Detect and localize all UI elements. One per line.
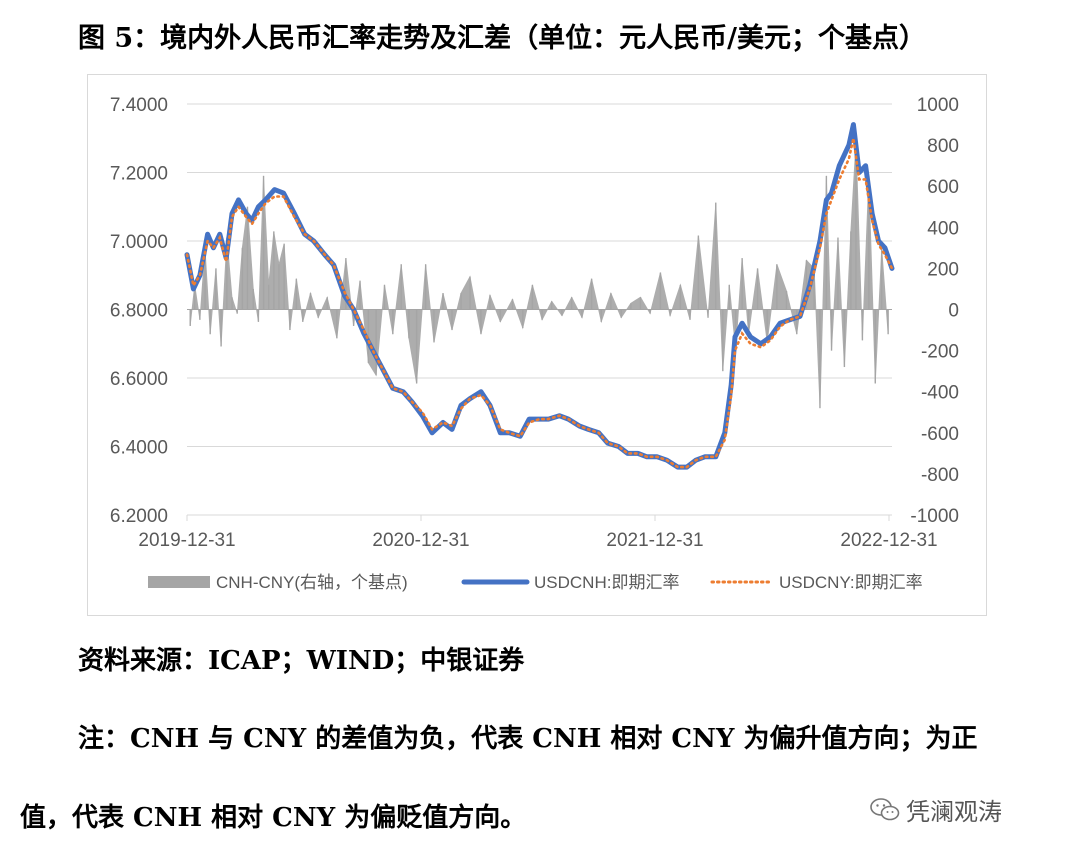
chart-frame	[87, 74, 987, 616]
legend-label-usdcnh: USDCNH:即期汇率	[534, 573, 679, 592]
left-tick-label: 6.8000	[110, 301, 168, 322]
axis-ticks: 6.2000 6.4000 6.6000 6.8000 7.0000 7.2000 7.40…	[110, 95, 959, 551]
figure-title: 图 5：境内外人民币汇率走势及汇差（单位：元人民币/美元；个基点）	[78, 23, 927, 54]
x-tick-label: 2021-12-31	[606, 530, 703, 551]
gridlines	[187, 103, 892, 516]
x-tick-label: 2019-12-31	[138, 530, 235, 551]
chart-legend: CNH-CNY(右轴，个基点) USDCNH:即期汇率 USDCNY:即期汇率	[148, 573, 923, 592]
right-tick-label: -600	[921, 424, 959, 445]
right-tick-label: 1000	[917, 95, 959, 116]
right-tick-label: 400	[927, 218, 959, 239]
right-tick-label: -1000	[910, 506, 959, 527]
spread-area	[189, 140, 889, 409]
note-line-1: 注：CNH 与 CNY 的差值为负，代表 CNH 相对 CNY 为偏升值方向；为…	[78, 724, 978, 754]
right-tick-label: -800	[921, 465, 959, 486]
left-tick-label: 7.4000	[110, 95, 168, 116]
series-line-usdcny	[185, 138, 894, 469]
note-line-2: 值，代表 CNH 相对 CNY 为偏贬值方向。	[20, 803, 527, 833]
source-note: 资料来源：ICAP；WIND；中银证券	[78, 646, 525, 676]
left-tick-label: 6.2000	[110, 506, 168, 527]
right-tick-label: 600	[927, 177, 959, 198]
wechat-icon	[870, 797, 900, 820]
chart-canvas: 6.2000 6.4000 6.6000 6.8000 7.0000 7.2000 7.40…	[110, 95, 959, 592]
watermark-text: 凭澜观涛	[906, 798, 1002, 826]
left-tick-label: 7.2000	[110, 164, 168, 185]
left-tick-label: 6.6000	[110, 369, 168, 390]
right-tick-label: 800	[927, 136, 959, 157]
x-tick-label: 2022-12-31	[840, 530, 937, 551]
left-tick-label: 6.4000	[110, 438, 168, 459]
legend-swatch-spread	[148, 576, 210, 588]
x-tick-label: 2020-12-31	[372, 530, 469, 551]
right-tick-label: -200	[921, 342, 959, 363]
watermark: 凭澜观涛	[870, 792, 1002, 827]
spread-series	[187, 140, 892, 409]
right-tick-label: -400	[921, 383, 959, 404]
right-tick-label: 200	[927, 259, 959, 280]
legend-label-spread: CNH-CNY(右轴，个基点)	[216, 573, 408, 592]
right-tick-label: 0	[948, 301, 959, 322]
legend-label-usdcny: USDCNY:即期汇率	[779, 573, 923, 592]
left-tick-label: 7.0000	[110, 232, 168, 253]
